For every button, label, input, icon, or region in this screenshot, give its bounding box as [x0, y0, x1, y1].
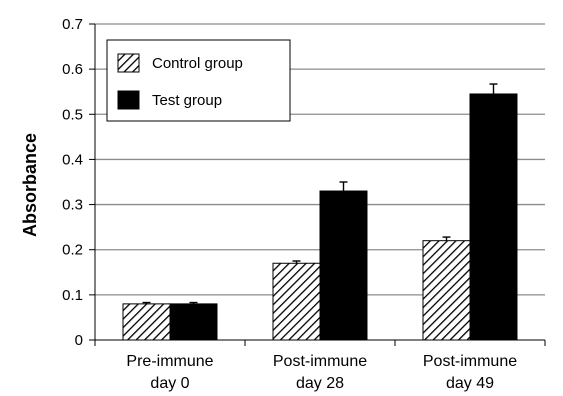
legend-label-test: Test group [152, 92, 222, 109]
y-tick-label: 0.7 [62, 16, 83, 33]
legend-swatch-test [117, 90, 140, 110]
legend-label-control: Control group [152, 55, 243, 72]
bar-control [422, 240, 471, 341]
y-axis-label: Absorbance [20, 133, 40, 237]
bars [122, 83, 518, 341]
tick-labels: 0 0.1 0.2 0.3 0.4 0.5 0.6 0.7 Pre-immune day 0 Pos… [62, 16, 517, 392]
x-tick-label: day 49 [446, 375, 494, 392]
x-tick-label: Pre-immune [126, 353, 213, 370]
y-tick-label: 0.6 [62, 61, 83, 78]
y-tick-label: 0.3 [62, 197, 83, 214]
x-tick-label: Post-immune [423, 353, 517, 370]
legend: Control group Test group [106, 39, 291, 122]
y-tick-label: 0.4 [62, 151, 83, 168]
y-tick-label: 0 [75, 332, 83, 349]
y-tick-label: 0.1 [62, 287, 83, 304]
bar-control [122, 303, 171, 341]
y-tick-label: 0.5 [62, 106, 83, 123]
bar-test [319, 190, 368, 341]
x-tick-label: day 28 [296, 375, 344, 392]
y-tick-label: 0.2 [62, 242, 83, 259]
x-tick-label: Post-immune [273, 353, 367, 370]
bar-test [169, 303, 218, 341]
x-tick-label: day 0 [150, 375, 189, 392]
legend-swatch-control [117, 53, 140, 73]
bar-control [272, 262, 321, 341]
bar-test [469, 93, 518, 341]
